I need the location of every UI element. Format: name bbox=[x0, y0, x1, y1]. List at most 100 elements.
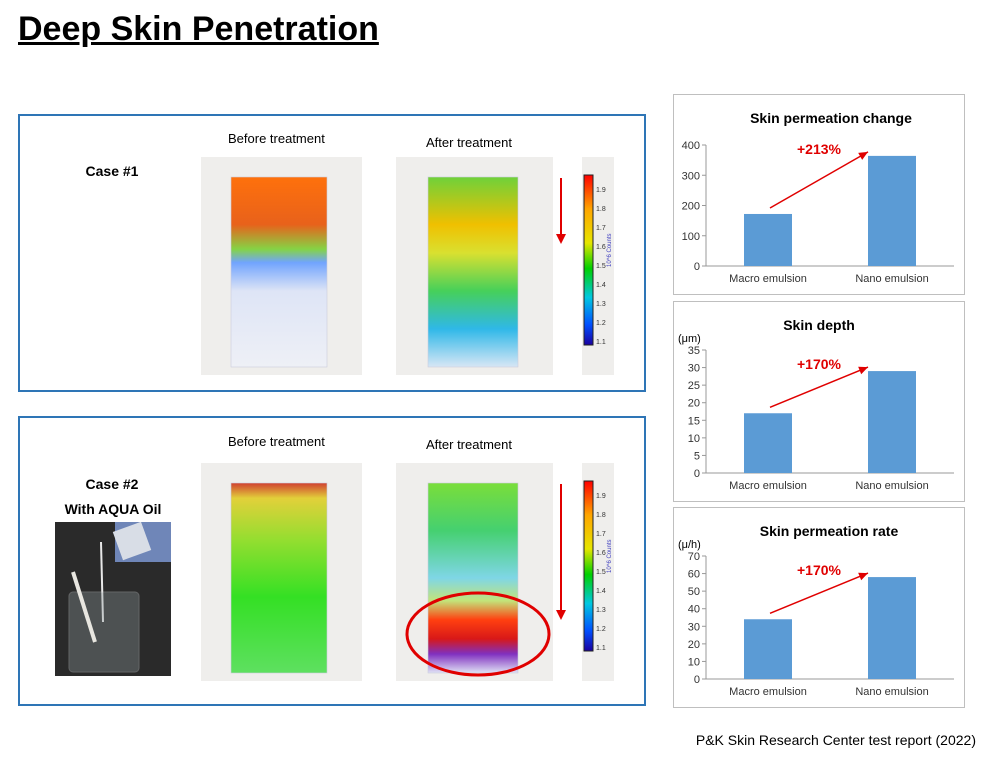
chart-1-ytick-label: 30 bbox=[688, 363, 700, 375]
chart-2-unit: (μ/h) bbox=[678, 539, 701, 551]
case2-label: Case #2 bbox=[85, 476, 139, 492]
chart-0-ytick-label: 200 bbox=[682, 201, 700, 213]
chart-0-xtick-label: Macro emulsion bbox=[729, 273, 807, 285]
case1-colorbar-axis-label: 10^6 Counts bbox=[607, 233, 613, 267]
chart-1-annotation-arrow bbox=[769, 366, 869, 408]
case2-sublabel: With AQUA Oil bbox=[64, 501, 162, 517]
chart-2-ytick-label: 20 bbox=[688, 639, 700, 651]
case1-before-heatmap-graphic bbox=[230, 176, 328, 368]
chart-1-ytick-label: 20 bbox=[688, 398, 700, 410]
chart-2-ytick-label: 10 bbox=[688, 656, 700, 668]
chart-2-ytick-label: 0 bbox=[694, 674, 700, 686]
chart-2-title: Skin permeation rate bbox=[760, 523, 899, 539]
case2-after-label: After treatment bbox=[426, 437, 512, 452]
chart-0-ytick-label: 300 bbox=[682, 170, 700, 182]
case2-down-arrow bbox=[556, 484, 566, 620]
aqua-oil-photo-graphic bbox=[55, 522, 171, 676]
chart-2-xtick-label: Macro emulsion bbox=[729, 686, 807, 698]
chart-1-ytick-label: 35 bbox=[688, 345, 700, 357]
case2-colorbar-tick: 1.9 bbox=[596, 493, 606, 500]
chart-1-ytick-label: 15 bbox=[688, 415, 700, 427]
case1-colorbar: 1.9 1.8 1.7 1.6 1.5 1.4 1.3 1.2 1.1 10^6 Counts bbox=[582, 157, 614, 375]
case2-before-heatmap bbox=[201, 463, 362, 681]
case2-colorbar-tick: 1.2 bbox=[596, 626, 606, 633]
case1-before-heatmap bbox=[201, 157, 362, 375]
chart-skin-permeation-rate: Skin permeation rate (μ/h) 0 10 20 30 40 50 60 70… bbox=[673, 507, 965, 708]
case1-colorbar-tick: 1.1 bbox=[596, 339, 606, 346]
footer-source: P&K Skin Research Center test report (20… bbox=[695, 732, 976, 748]
case1-after-heatmap-graphic bbox=[427, 176, 519, 368]
chart-2-annotation-arrowhead bbox=[858, 572, 868, 581]
case2-colorbar: 1.9 1.8 1.7 1.6 1.5 1.4 1.3 1.2 1.1 10^6 Counts bbox=[582, 463, 614, 681]
case1-after-heatmap bbox=[396, 157, 553, 375]
case2-colorbar-tick: 1.8 bbox=[596, 512, 606, 519]
chart-2-bar bbox=[744, 619, 792, 679]
chart-0-ytick-label: 400 bbox=[682, 140, 700, 152]
case1-before-label: Before treatment bbox=[228, 131, 325, 146]
case2-before-label: Before treatment bbox=[228, 434, 325, 449]
chart-1-bar bbox=[744, 413, 792, 473]
chart-0-ytick-label: 0 bbox=[694, 261, 700, 273]
case1-colorbar-tick: 1.4 bbox=[596, 282, 606, 289]
chart-1-svg: Skin depth (μm) 0 5 10 15 20 25 30 35 Macro emulsi… bbox=[678, 317, 954, 492]
chart-skin-permeation-change: Skin permeation change 0 100 200 300 400 Macro… bbox=[673, 94, 965, 295]
case1-colorbar-tick: 1.8 bbox=[596, 206, 606, 213]
case1-down-arrow bbox=[556, 178, 566, 244]
case2-colorbar-tick: 1.4 bbox=[596, 588, 606, 595]
chart-1-title: Skin depth bbox=[783, 317, 855, 333]
case1-panel bbox=[18, 114, 646, 392]
chart-0-xtick-label: Nano emulsion bbox=[855, 273, 928, 285]
chart-skin-depth: Skin depth (μm) 0 5 10 15 20 25 30 35 Macro emulsi… bbox=[673, 301, 965, 502]
chart-2-ytick-label: 50 bbox=[688, 586, 700, 598]
chart-0-bar bbox=[868, 155, 916, 266]
chart-1-xtick-label: Nano emulsion bbox=[855, 480, 928, 492]
case2-colorbar-tick: 1.3 bbox=[596, 607, 606, 614]
case2-colorbar-tick: 1.7 bbox=[596, 531, 606, 538]
chart-2-ytick-label: 70 bbox=[688, 551, 700, 563]
chart-1-unit: (μm) bbox=[678, 333, 701, 345]
case2-colorbar-graphic: 1.9 1.8 1.7 1.6 1.5 1.4 1.3 1.2 1.1 10^6 Counts bbox=[583, 480, 613, 652]
case2-colorbar-gradient bbox=[583, 480, 594, 652]
case1-colorbar-tick: 1.5 bbox=[596, 263, 606, 270]
chart-0-title: Skin permeation change bbox=[750, 110, 912, 126]
chart-0-annotation-arrow bbox=[769, 151, 869, 209]
chart-2-bar bbox=[868, 577, 916, 679]
case2-colorbar-tick: 1.1 bbox=[596, 645, 606, 652]
chart-2-annotation-arrow bbox=[769, 572, 869, 614]
case2-panel bbox=[18, 416, 646, 706]
aqua-oil-photo bbox=[55, 522, 171, 676]
chart-2-svg: Skin permeation rate (μ/h) 0 10 20 30 40 50 60 70… bbox=[678, 523, 954, 698]
chart-0-bar bbox=[744, 213, 792, 266]
chart-0-annotation-arrowhead bbox=[858, 151, 868, 160]
chart-1-annotation-arrowhead bbox=[858, 366, 868, 375]
case2-colorbar-tick: 1.5 bbox=[596, 569, 606, 576]
chart-2-ytick-label: 40 bbox=[688, 604, 700, 616]
chart-1-ytick-label: 10 bbox=[688, 433, 700, 445]
chart-1-ytick-label: 25 bbox=[688, 380, 700, 392]
case2-before-heatmap-graphic bbox=[230, 482, 328, 674]
chart-2-ytick-label: 60 bbox=[688, 569, 700, 581]
case2-colorbar-tick: 1.6 bbox=[596, 550, 606, 557]
chart-1-annotation: +170% bbox=[797, 356, 842, 372]
case1-colorbar-tick: 1.3 bbox=[596, 301, 606, 308]
chart-0-annotation: +213% bbox=[797, 141, 842, 157]
chart-2-annotation: +170% bbox=[797, 562, 842, 578]
case1-after-label: After treatment bbox=[426, 135, 512, 150]
case1-colorbar-tick: 1.9 bbox=[596, 187, 606, 194]
case1-label: Case #1 bbox=[85, 163, 139, 179]
page-title: Deep Skin Penetration bbox=[18, 10, 379, 48]
chart-1-bar bbox=[868, 371, 916, 473]
chart-0-ytick-label: 100 bbox=[682, 231, 700, 243]
case1-colorbar-tick: 1.2 bbox=[596, 320, 606, 327]
chart-1-ytick-label: 0 bbox=[694, 468, 700, 480]
chart-2-xtick-label: Nano emulsion bbox=[855, 686, 928, 698]
case1-colorbar-tick: 1.6 bbox=[596, 244, 606, 251]
case2-after-heatmap-graphic bbox=[427, 482, 519, 674]
case2-after-heatmap bbox=[396, 463, 553, 681]
case2-colorbar-axis-label: 10^6 Counts bbox=[607, 539, 613, 573]
chart-0-svg: Skin permeation change 0 100 200 300 400 Macro… bbox=[682, 110, 954, 285]
highlight-ellipse bbox=[405, 591, 551, 677]
chart-1-ytick-label: 5 bbox=[694, 450, 700, 462]
chart-1-xtick-label: Macro emulsion bbox=[729, 480, 807, 492]
case1-colorbar-gradient bbox=[583, 174, 594, 346]
